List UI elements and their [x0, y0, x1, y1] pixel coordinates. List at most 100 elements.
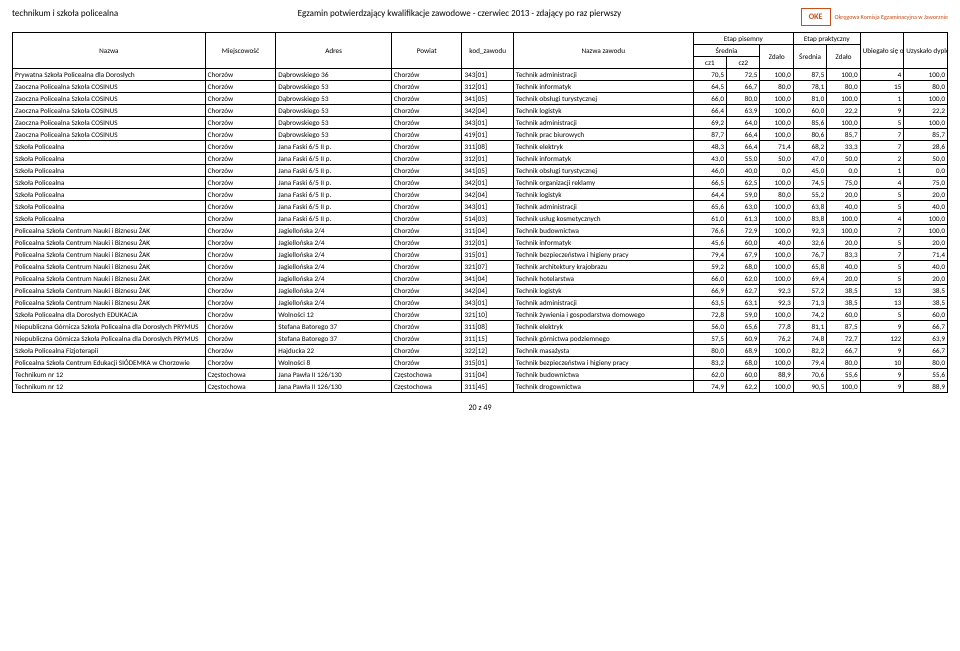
cell-text: Chorzów: [205, 357, 276, 369]
cell-text: Technik elektryk: [513, 321, 693, 333]
cell-number: 50,0: [904, 153, 948, 165]
cell-number: 100,0: [760, 177, 793, 189]
cell-text: Hajducka 22: [276, 345, 392, 357]
cell-number: 40,0: [760, 237, 793, 249]
cell-text: Szkoła Policealna: [13, 153, 206, 165]
cell-text: Zaoczna Policealna Szkoła COSINUS: [13, 105, 206, 117]
cell-number: 68,9: [727, 345, 760, 357]
cell-number: 92,3: [793, 225, 826, 237]
cell-number: 100,0: [760, 273, 793, 285]
col-etap-praktyczny: Etap praktyczny: [793, 33, 860, 45]
table-row: Szkoła PolicealnaChorzówJana Faski 6/5 I…: [13, 201, 948, 213]
table-row: Niepubliczna Górnicza Szkoła Policealna …: [13, 321, 948, 333]
cell-number: 55,6: [827, 369, 860, 381]
cell-text: Chorzów: [205, 177, 276, 189]
cell-number: 71,4: [760, 141, 793, 153]
cell-text: Technik masażysta: [513, 345, 693, 357]
cell-number: 83,3: [827, 249, 860, 261]
cell-number: 80,6: [793, 129, 826, 141]
cell-text: Chorzów: [205, 93, 276, 105]
cell-number: 66,7: [727, 81, 760, 93]
cell-number: 38,5: [904, 285, 948, 297]
cell-text: Szkoła Policealna dla Dorosłych EDUKACJA: [13, 309, 206, 321]
cell-text: Technik administracji: [513, 297, 693, 309]
cell-number: 100,0: [760, 129, 793, 141]
table-row: Niepubliczna Górnicza Szkoła Policealna …: [13, 333, 948, 345]
cell-text: Chorzów: [205, 285, 276, 297]
cell-number: 65,6: [727, 321, 760, 333]
col-srednia-prakt: Średnia: [793, 45, 826, 69]
cell-number: 55,2: [793, 189, 826, 201]
cell-text: Chorzów: [205, 129, 276, 141]
cell-number: 43,0: [693, 153, 726, 165]
cell-number: 4: [860, 213, 904, 225]
cell-text: 341[05]: [462, 93, 513, 105]
cell-text: Chorzów: [391, 249, 462, 261]
cell-number: 66,7: [904, 321, 948, 333]
cell-text: Technik drogownictwa: [513, 381, 693, 393]
table-row: Zaoczna Policealna Szkoła COSINUSChorzów…: [13, 105, 948, 117]
cell-number: 75,0: [904, 177, 948, 189]
cell-text: Chorzów: [205, 321, 276, 333]
cell-text: Szkoła Policealna: [13, 201, 206, 213]
cell-text: Chorzów: [391, 153, 462, 165]
cell-text: Chorzów: [205, 153, 276, 165]
cell-text: Chorzów: [391, 93, 462, 105]
cell-number: 80,0: [760, 81, 793, 93]
table-row: Policealna Szkoła Centrum Nauki i Biznes…: [13, 261, 948, 273]
cell-text: Jagiellońska 2/4: [276, 285, 392, 297]
cell-text: Technikum nr 12: [13, 369, 206, 381]
cell-number: 40,0: [827, 261, 860, 273]
cell-text: Chorzów: [205, 165, 276, 177]
cell-text: Chorzów: [205, 333, 276, 345]
table-row: Szkoła Policealna dla Dorosłych EDUKACJA…: [13, 309, 948, 321]
cell-number: 7: [860, 129, 904, 141]
cell-text: Policealna Szkoła Centrum Nauki i Biznes…: [13, 237, 206, 249]
col-cz1: cz1: [693, 57, 726, 69]
cell-number: 46,0: [693, 165, 726, 177]
cell-number: 40,0: [727, 165, 760, 177]
cell-number: 20,0: [904, 237, 948, 249]
cell-number: 50,0: [827, 153, 860, 165]
cell-text: Chorzów: [391, 285, 462, 297]
cell-number: 100,0: [904, 225, 948, 237]
col-miejscowosc: Miejscowość: [205, 33, 276, 69]
cell-number: 66,4: [727, 129, 760, 141]
cell-text: Chorzów: [205, 105, 276, 117]
cell-number: 5: [860, 273, 904, 285]
cell-text: Chorzów: [205, 213, 276, 225]
cell-text: Chorzów: [391, 189, 462, 201]
page-footer: 20 z 49: [12, 403, 948, 413]
cell-number: 80,0: [904, 357, 948, 369]
cell-text: Jana Faski 6/5 II p.: [276, 189, 392, 201]
cell-text: 315[01]: [462, 249, 513, 261]
cell-number: 47,0: [793, 153, 826, 165]
cell-number: 57,2: [793, 285, 826, 297]
cell-text: Szkoła Policealna: [13, 165, 206, 177]
cell-text: Dąbrowskiego 53: [276, 129, 392, 141]
table-row: Szkoła PolicealnaChorzówJana Faski 6/5 I…: [13, 141, 948, 153]
cell-text: Technik hotelarstwa: [513, 273, 693, 285]
cell-text: Jana Pawła II 126/130: [276, 369, 392, 381]
table-row: Policealna Szkoła Centrum Nauki i Biznes…: [13, 273, 948, 285]
cell-text: Szkoła Policealna: [13, 141, 206, 153]
cell-text: Technik administracji: [513, 117, 693, 129]
cell-number: 1: [860, 93, 904, 105]
cell-text: Wolności 8: [276, 357, 392, 369]
cell-text: Chorzów: [391, 261, 462, 273]
cell-number: 55,6: [904, 369, 948, 381]
cell-text: 342[01]: [462, 177, 513, 189]
cell-number: 38,5: [827, 285, 860, 297]
cell-number: 59,2: [693, 261, 726, 273]
cell-number: 20,0: [827, 189, 860, 201]
cell-number: 9: [860, 105, 904, 117]
table-row: Policealna Szkoła Centrum Nauki i Biznes…: [13, 285, 948, 297]
cell-number: 63,8: [793, 201, 826, 213]
table-row: Szkoła Policealna FizjoterapiiChorzówHaj…: [13, 345, 948, 357]
cell-text: 342[04]: [462, 285, 513, 297]
cell-number: 100,0: [760, 213, 793, 225]
cell-text: 312[01]: [462, 237, 513, 249]
cell-number: 85,6: [793, 117, 826, 129]
col-zdalo-prakt: Zdało: [827, 45, 860, 69]
cell-text: 342[04]: [462, 189, 513, 201]
